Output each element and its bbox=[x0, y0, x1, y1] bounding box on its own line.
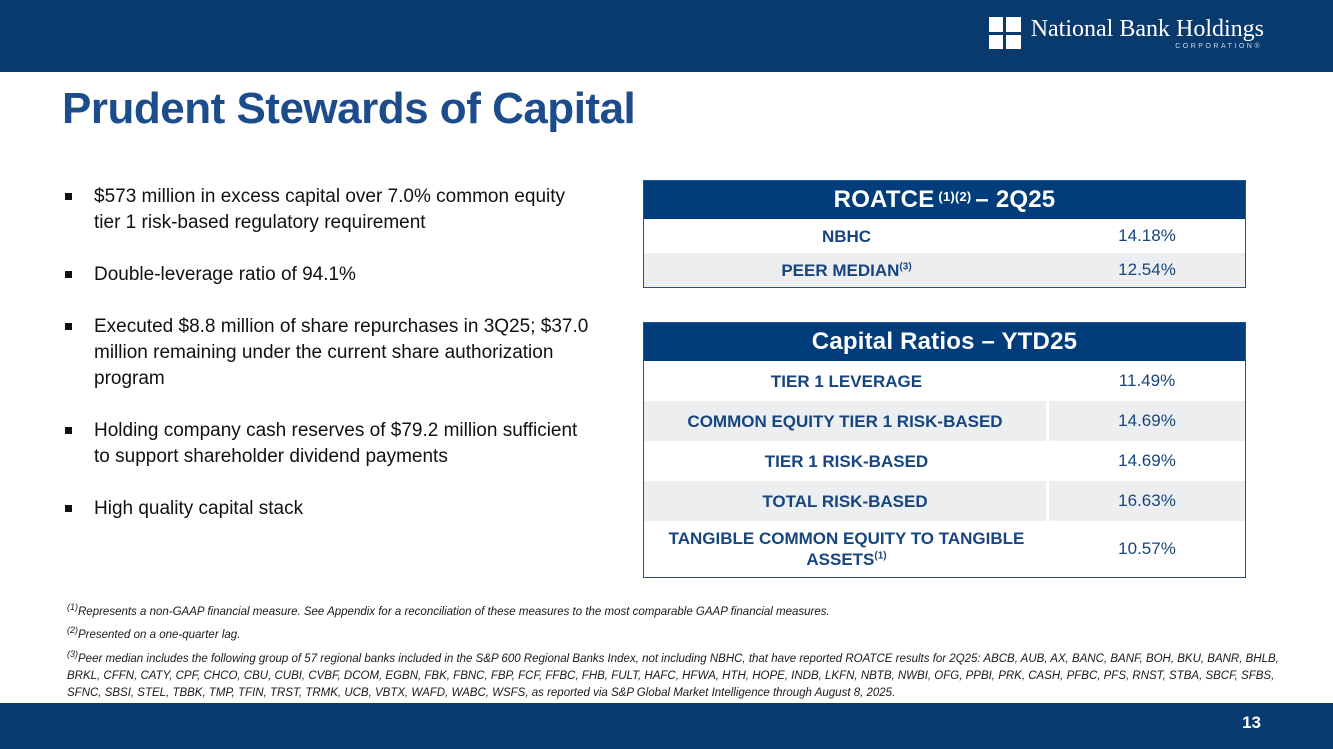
bullet-text: Holding company cash reserves of $79.2 m… bbox=[94, 420, 578, 467]
bullet-icon bbox=[65, 271, 72, 278]
company-logo: National Bank Holdings CORPORATION® bbox=[988, 16, 1264, 50]
logo-text: National Bank Holdings CORPORATION® bbox=[1031, 16, 1264, 50]
table-title-suffix: – 2Q25 bbox=[975, 186, 1056, 213]
table-row: TIER 1 RISK-BASED 14.69% bbox=[644, 441, 1245, 481]
row-value: 11.49% bbox=[1118, 371, 1176, 390]
bullet-icon bbox=[65, 323, 72, 330]
row-label: TIER 1 LEVERAGE bbox=[770, 371, 923, 391]
table-row: COMMON EQUITY TIER 1 RISK-BASED 14.69% bbox=[644, 401, 1245, 441]
top-banner: National Bank Holdings CORPORATION® bbox=[0, 0, 1333, 72]
page-number: 13 bbox=[1242, 713, 1261, 732]
list-item: Double-leverage ratio of 94.1% bbox=[64, 262, 594, 288]
bullet-icon bbox=[65, 427, 72, 434]
footnote-text: Peer median includes the following group… bbox=[67, 652, 1279, 700]
table-row: TANGIBLE COMMON EQUITY TO TANGIBLE ASSET… bbox=[644, 521, 1245, 577]
table-row: TIER 1 LEVERAGE 11.49% bbox=[644, 361, 1245, 401]
footnote-2: (2)Presented on a one-quarter lag. bbox=[67, 622, 1282, 644]
table-title: Capital Ratios – YTD25 bbox=[811, 328, 1078, 355]
footnote-superscript: (2) bbox=[67, 625, 78, 636]
list-item: $573 million in excess capital over 7.0%… bbox=[64, 184, 594, 236]
bullet-text: $573 million in excess capital over 7.0%… bbox=[94, 186, 566, 233]
bullet-text: Double-leverage ratio of 94.1% bbox=[94, 264, 356, 285]
footnotes: (1)Represents a non-GAAP financial measu… bbox=[67, 599, 1282, 704]
row-label: PEER MEDIAN(3) bbox=[781, 260, 912, 280]
list-item: High quality capital stack bbox=[64, 496, 594, 522]
list-item: Holding company cash reserves of $79.2 m… bbox=[64, 418, 594, 470]
table-row: PEER MEDIAN(3) 12.54% bbox=[644, 253, 1245, 287]
bullet-icon bbox=[65, 505, 72, 512]
row-label: NBHC bbox=[821, 226, 872, 246]
roatce-table-header: ROATCE (1)(2) – 2Q25 bbox=[644, 181, 1245, 219]
bottom-banner: 13 bbox=[0, 703, 1333, 749]
list-item: Executed $8.8 million of share repurchas… bbox=[64, 314, 594, 392]
page-title: Prudent Stewards of Capital bbox=[62, 84, 636, 133]
capital-ratios-table-header: Capital Ratios – YTD25 bbox=[644, 323, 1245, 361]
roatce-table: ROATCE (1)(2) – 2Q25 NBHC 14.18% PEER ME… bbox=[643, 180, 1246, 288]
row-value: 14.69% bbox=[1118, 411, 1176, 430]
row-value: 12.54% bbox=[1118, 260, 1176, 279]
footnote-text: Represents a non-GAAP financial measure.… bbox=[78, 605, 830, 618]
row-value: 14.18% bbox=[1118, 226, 1176, 245]
capital-ratios-table: Capital Ratios – YTD25 TIER 1 LEVERAGE 1… bbox=[643, 322, 1246, 578]
company-subtitle: CORPORATION® bbox=[1175, 43, 1262, 50]
table-title-superscript: (1)(2) bbox=[938, 188, 972, 204]
row-value: 16.63% bbox=[1118, 491, 1176, 510]
table-title: ROATCE bbox=[833, 186, 935, 213]
row-label: TOTAL RISK-BASED bbox=[644, 481, 1049, 521]
footnote-superscript: (3) bbox=[67, 648, 78, 659]
row-label: TIER 1 RISK-BASED bbox=[764, 451, 929, 471]
footnote-3: (3)Peer median includes the following gr… bbox=[67, 646, 1282, 703]
company-name: National Bank Holdings bbox=[1030, 16, 1264, 42]
row-label: COMMON EQUITY TIER 1 RISK-BASED bbox=[644, 401, 1049, 441]
window-grid-icon bbox=[988, 17, 1021, 49]
table-row: NBHC 14.18% bbox=[644, 219, 1245, 253]
row-label: TANGIBLE COMMON EQUITY TO TANGIBLE ASSET… bbox=[668, 529, 1025, 569]
table-row: TOTAL RISK-BASED 16.63% bbox=[644, 481, 1245, 521]
row-value: 14.69% bbox=[1118, 451, 1176, 470]
footnote-text: Presented on a one-quarter lag. bbox=[78, 629, 241, 642]
row-value: 10.57% bbox=[1118, 539, 1176, 558]
bullet-text: High quality capital stack bbox=[94, 498, 304, 519]
footnote-superscript: (1) bbox=[67, 602, 78, 612]
footnote-1: (1)Represents a non-GAAP financial measu… bbox=[67, 599, 1282, 621]
bullet-icon bbox=[65, 193, 72, 200]
bullet-text: Executed $8.8 million of share repurchas… bbox=[94, 316, 589, 389]
bullet-list: $573 million in excess capital over 7.0%… bbox=[64, 184, 594, 522]
